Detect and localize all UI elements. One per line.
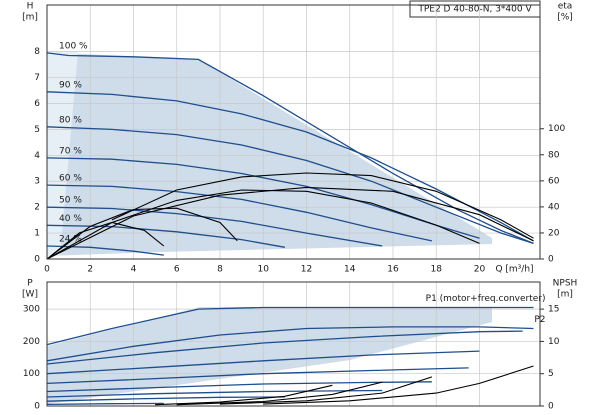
y2-axis-label: eta bbox=[558, 2, 573, 12]
curve bbox=[46, 91, 534, 242]
operating-area bbox=[47, 307, 492, 404]
curve-label: P1 (motor+freq.converter) bbox=[426, 294, 546, 304]
plot-frame bbox=[46, 281, 541, 407]
y-tick-label: 5 bbox=[34, 125, 40, 135]
x-tick-label: 6 bbox=[174, 265, 180, 275]
curve bbox=[46, 396, 285, 402]
y-tick-label: 1 bbox=[34, 229, 40, 239]
speed-label: 60 % bbox=[59, 174, 82, 184]
operating-area-light bbox=[47, 52, 78, 256]
curve bbox=[46, 402, 164, 406]
y2-tick-label: 10 bbox=[548, 337, 560, 347]
curve bbox=[176, 381, 383, 406]
curve bbox=[46, 381, 432, 393]
curve bbox=[46, 389, 383, 398]
y-axis-label: P bbox=[27, 279, 33, 289]
y2-axis-label: NPSH bbox=[553, 279, 578, 289]
y2-tick-label: 0 bbox=[548, 255, 554, 265]
y2-tick-label: 20 bbox=[548, 228, 560, 238]
x-tick-label: 12 bbox=[301, 265, 312, 275]
y2-tick-label: 15 bbox=[548, 305, 559, 315]
y-tick-label: 0 bbox=[34, 402, 40, 412]
curve bbox=[46, 330, 523, 365]
y2-tick-label: 5 bbox=[548, 369, 554, 379]
x-tick-label: 0 bbox=[44, 265, 50, 275]
y2-axis-unit: [m] bbox=[557, 290, 573, 300]
curve bbox=[219, 376, 433, 405]
y-tick-label: 3 bbox=[34, 177, 40, 187]
x-tick-label: 2 bbox=[87, 265, 93, 275]
curve bbox=[46, 350, 480, 375]
y-axis-unit: [m] bbox=[22, 13, 38, 23]
curve bbox=[46, 326, 534, 362]
curve bbox=[46, 126, 534, 245]
y-tick-label: 6 bbox=[34, 99, 40, 109]
x-tick-label: 8 bbox=[217, 265, 223, 275]
curve bbox=[155, 384, 333, 406]
speed-label: 80 % bbox=[59, 115, 82, 125]
y-tick-label: 0 bbox=[34, 255, 40, 265]
y2-tick-label: 100 bbox=[548, 124, 565, 134]
x-axis-label: Q [m³/h] bbox=[495, 265, 533, 275]
curve bbox=[46, 184, 433, 242]
curve bbox=[46, 367, 469, 385]
plot-frame bbox=[46, 4, 541, 260]
speed-label: 70 % bbox=[59, 146, 82, 156]
speed-label: 100 % bbox=[59, 41, 88, 51]
y2-tick-label: 60 bbox=[548, 176, 560, 186]
y-tick-label: 2 bbox=[34, 203, 40, 213]
y-tick-label: 7 bbox=[34, 73, 40, 83]
y2-axis-unit: [%] bbox=[557, 13, 573, 23]
x-tick-label: 4 bbox=[131, 265, 137, 275]
y-tick-label: 300 bbox=[23, 305, 40, 315]
y2-tick-label: 80 bbox=[548, 150, 560, 160]
y-tick-label: 200 bbox=[23, 337, 40, 347]
y-axis-unit: [W] bbox=[22, 290, 38, 300]
x-tick-label: 16 bbox=[387, 265, 399, 275]
curve bbox=[111, 172, 534, 239]
operating-area bbox=[47, 52, 492, 256]
x-tick-label: 10 bbox=[258, 265, 270, 275]
curve bbox=[46, 206, 383, 247]
curve bbox=[46, 306, 534, 346]
x-tick-label: 20 bbox=[474, 265, 486, 275]
curve bbox=[46, 52, 534, 245]
speed-label: 50 % bbox=[59, 196, 82, 206]
y2-tick-label: 0 bbox=[548, 402, 554, 412]
curve bbox=[46, 189, 480, 260]
x-tick-label: 14 bbox=[344, 265, 356, 275]
chart-title: TPE2 D 40-80-N, 3*400 V bbox=[417, 5, 532, 15]
curve bbox=[263, 365, 534, 405]
x-tick-label: 18 bbox=[430, 265, 442, 275]
curve bbox=[46, 221, 165, 260]
y-tick-label: 8 bbox=[34, 47, 40, 57]
y-tick-label: 4 bbox=[34, 151, 40, 161]
y-tick-label: 100 bbox=[23, 369, 40, 379]
y-axis-label: H bbox=[27, 2, 34, 12]
speed-label: 40 % bbox=[59, 214, 82, 224]
speed-label: 90 % bbox=[59, 80, 82, 90]
curve bbox=[46, 186, 534, 260]
y2-tick-label: 40 bbox=[548, 202, 560, 212]
